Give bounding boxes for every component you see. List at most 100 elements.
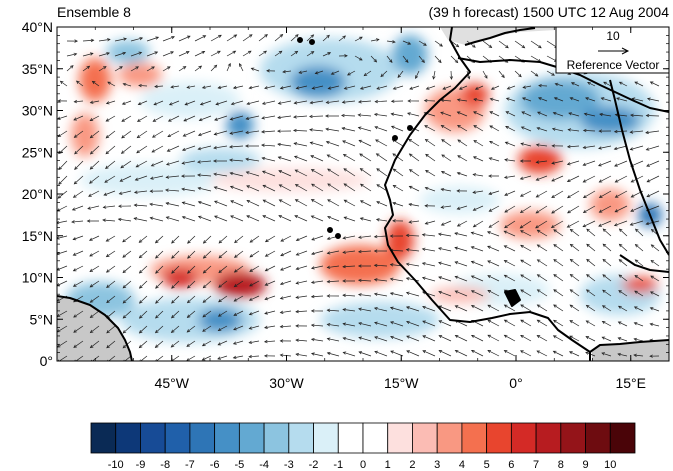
wind-vector bbox=[325, 114, 340, 118]
wind-vector bbox=[582, 175, 596, 183]
wind-vector bbox=[587, 81, 596, 87]
colorbar-swatch bbox=[609, 422, 636, 454]
wind-vector bbox=[155, 295, 164, 304]
wind-vector bbox=[490, 85, 500, 90]
wind-vector bbox=[646, 97, 660, 102]
reference-vector-caption: Reference Vector bbox=[567, 58, 660, 72]
colorbar-swatch bbox=[412, 422, 438, 454]
wind-vector bbox=[645, 145, 660, 151]
positive-anomaly-region bbox=[518, 146, 562, 174]
wind-vector bbox=[537, 97, 548, 102]
wind-vector bbox=[392, 168, 404, 177]
colorbar-swatch bbox=[560, 422, 586, 454]
wind-vector bbox=[197, 173, 212, 177]
wind-vector bbox=[357, 249, 372, 254]
wind-vector bbox=[261, 143, 276, 147]
colorbar-swatch bbox=[585, 422, 611, 454]
wind-vector bbox=[569, 320, 580, 327]
wind-vector bbox=[553, 274, 564, 282]
wind-vector bbox=[440, 111, 452, 117]
wind-vector bbox=[232, 85, 244, 90]
negative-anomaly-region bbox=[290, 66, 346, 98]
wind-vector bbox=[582, 145, 596, 150]
wind-vector bbox=[514, 40, 526, 49]
wind-vector bbox=[91, 80, 100, 87]
wind-vector bbox=[520, 334, 532, 342]
wind-vector bbox=[258, 34, 268, 42]
wind-vector bbox=[342, 351, 356, 357]
wind-vector bbox=[454, 305, 468, 312]
wind-vector bbox=[359, 183, 372, 192]
wind-vector bbox=[146, 66, 155, 72]
wind-vector bbox=[503, 319, 516, 327]
wind-vector bbox=[342, 322, 356, 327]
wind-vector bbox=[103, 190, 116, 196]
wind-vector bbox=[114, 66, 123, 72]
wind-vector bbox=[569, 335, 580, 342]
wind-vector bbox=[327, 215, 340, 222]
wind-vector bbox=[133, 203, 148, 207]
lat-tick-label: 0° bbox=[40, 353, 53, 369]
wind-vector bbox=[154, 325, 164, 334]
wind-vector bbox=[171, 250, 180, 259]
wind-vector bbox=[390, 99, 404, 103]
wind-vector bbox=[424, 220, 436, 225]
wind-vector bbox=[310, 280, 324, 284]
wind-vector bbox=[86, 219, 100, 223]
wind-vector bbox=[392, 85, 404, 90]
wind-vector bbox=[119, 175, 132, 182]
wind-vector bbox=[489, 140, 500, 147]
wind-vector bbox=[514, 70, 522, 78]
wind-vector bbox=[487, 334, 500, 342]
wind-vector bbox=[105, 130, 116, 139]
lon-tick-label: 30°W bbox=[269, 375, 304, 391]
wind-vector bbox=[194, 50, 206, 57]
reference-vector-legend: 10 Reference Vector bbox=[555, 26, 670, 74]
wind-vector bbox=[186, 295, 196, 304]
wind-vector bbox=[326, 265, 340, 269]
wind-vector bbox=[165, 160, 180, 166]
wind-vector bbox=[162, 66, 171, 72]
wind-vector bbox=[264, 235, 276, 243]
wind-vector bbox=[245, 157, 260, 162]
wind-vector bbox=[217, 355, 228, 360]
wind-vector bbox=[454, 349, 468, 357]
wind-vector bbox=[217, 310, 228, 317]
positive-anomaly-region bbox=[214, 272, 266, 298]
wind-vector bbox=[233, 325, 244, 331]
wind-vector bbox=[406, 335, 420, 342]
wind-vector bbox=[73, 99, 84, 104]
wind-vector bbox=[82, 38, 95, 43]
wind-vector bbox=[118, 190, 132, 195]
wind-vector bbox=[357, 126, 372, 132]
wind-vector bbox=[184, 100, 196, 106]
wind-vector bbox=[375, 218, 388, 222]
colorbar-swatch bbox=[288, 422, 314, 454]
wind-vector bbox=[488, 220, 500, 228]
wind-vector bbox=[278, 199, 292, 207]
wind-vector bbox=[343, 183, 356, 192]
wind-vector bbox=[457, 124, 468, 132]
wind-vector bbox=[634, 81, 644, 87]
colorbar-swatch bbox=[436, 422, 463, 454]
wind-vector bbox=[186, 340, 196, 347]
wind-vector bbox=[551, 190, 564, 198]
wind-vector bbox=[213, 130, 228, 136]
wind-vector bbox=[553, 97, 564, 102]
wind-vector bbox=[310, 337, 324, 342]
colorbar-swatch bbox=[535, 422, 562, 454]
wind-vector bbox=[487, 260, 500, 267]
wind-vector bbox=[629, 130, 644, 134]
wind-vector bbox=[389, 277, 404, 282]
wind-vector bbox=[374, 126, 388, 132]
wind-vector bbox=[294, 199, 308, 207]
wind-vector bbox=[327, 85, 340, 90]
wind-vector bbox=[405, 233, 420, 238]
wind-vector bbox=[106, 280, 116, 288]
wind-vector bbox=[634, 290, 644, 297]
wind-vector bbox=[456, 171, 468, 177]
wind-vector bbox=[73, 130, 84, 138]
wind-vector bbox=[306, 34, 315, 42]
wind-vector bbox=[197, 160, 212, 164]
colorbar-swatch bbox=[337, 422, 364, 454]
